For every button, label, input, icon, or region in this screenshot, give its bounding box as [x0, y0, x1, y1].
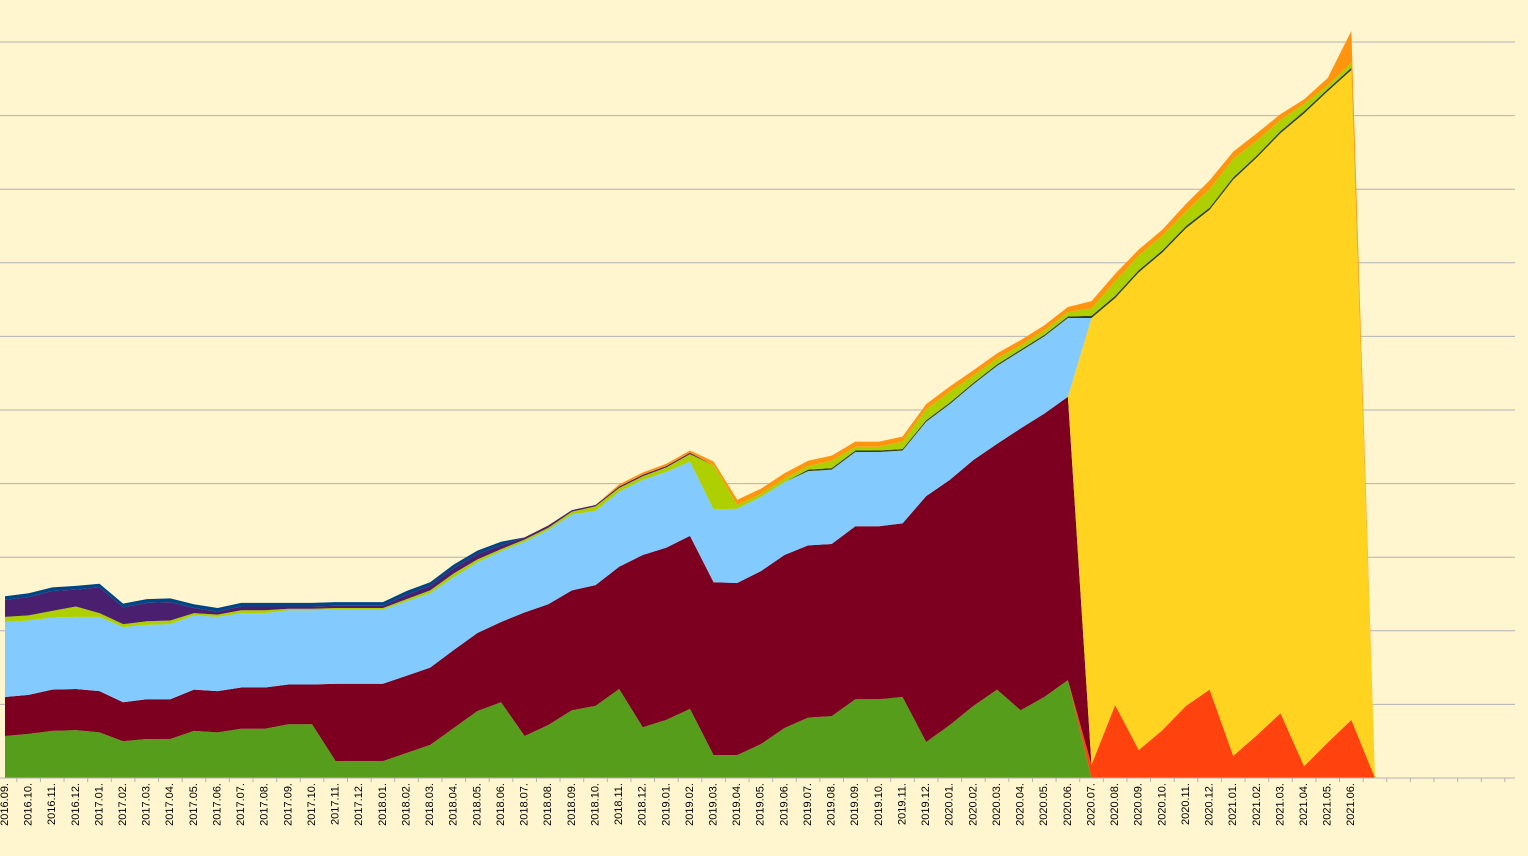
areas	[5, 30, 1375, 779]
x-tick-label: 2019.03.	[708, 783, 720, 826]
x-tick-label: 2021.05.	[1322, 783, 1334, 826]
x-tick-label: 2018.04.	[448, 783, 460, 826]
x-tick-label: 2017.02.	[117, 783, 129, 826]
x-tick-label: 2020.01.	[944, 783, 956, 826]
x-tick-label: 2021.06.	[1345, 783, 1357, 826]
x-tick-label: 2017.10.	[306, 783, 318, 826]
x-tick-label: 2018.08.	[542, 783, 554, 826]
x-tick-label: 2017.06.	[211, 783, 223, 826]
area	[5, 69, 1375, 779]
x-tick-label: 2018.06.	[495, 783, 507, 826]
x-tick-label: 2017.09.	[282, 783, 294, 826]
x-tick-label: 2020.04.	[1015, 783, 1027, 826]
x-tick-label: 2020.06.	[1062, 783, 1074, 826]
area	[5, 396, 1375, 778]
x-tick-label: 2019.11.	[896, 783, 908, 825]
x-tick-label: 2020.09.	[1133, 783, 1145, 826]
x-tick-label: 2019.08.	[826, 783, 838, 826]
x-tick-label: 2017.04.	[164, 783, 176, 826]
x-tick-label: 2020.03.	[991, 783, 1003, 826]
x-tick-label: 2021.03.	[1274, 783, 1286, 826]
x-tick-label: 2018.05.	[471, 783, 483, 826]
x-tick-label: 2020.02.	[967, 783, 979, 826]
x-tick-label: 2019.06.	[778, 783, 790, 826]
x-tick-label: 2017.12.	[353, 783, 365, 826]
x-tick-label: 2016.09.	[0, 783, 11, 826]
x-tick-label: 2020.07.	[1085, 783, 1097, 826]
x-tick-label: 2016.10.	[23, 783, 35, 826]
x-tick-label: 2018.11.	[613, 783, 625, 825]
x-tick-label: 2019.04.	[731, 783, 743, 826]
x-tick-label: 2016.11.	[46, 783, 58, 825]
x-tick-label: 2018.01.	[377, 783, 389, 826]
x-tick-label: 2018.02.	[400, 783, 412, 826]
x-tick-label: 2017.05.	[188, 783, 200, 826]
x-tick-label: 2017.08.	[259, 783, 271, 826]
x-tick-label: 2021.04.	[1298, 783, 1310, 826]
x-tick-label: 2019.05.	[755, 783, 767, 826]
x-tick-label: 2021.01.	[1227, 783, 1239, 826]
x-tick-label: 2017.07.	[235, 783, 247, 826]
x-tick-label: 2018.03.	[424, 783, 436, 826]
x-axis: 2016.09. 2016.10. 2016.11. 2016.12. 2017.01.…	[0, 777, 1515, 826]
x-tick-label: 2019.02.	[684, 783, 696, 826]
x-tick-label: 2018.10.	[589, 783, 601, 826]
x-tick-label: 2019.07.	[802, 783, 814, 826]
x-tick-label: 2017.01.	[93, 783, 105, 826]
x-tick-label: 2021.02.	[1251, 783, 1263, 826]
x-tick-label: 2019.09.	[849, 783, 861, 826]
x-tick-label: 2017.11.	[330, 783, 342, 825]
x-tick-label: 2020.11.	[1180, 783, 1192, 825]
x-tick-label: 2019.01.	[660, 783, 672, 826]
x-tick-label: 2018.09.	[566, 783, 578, 826]
x-tick-label: 2019.10.	[873, 783, 885, 826]
x-tick-label: 2020.08.	[1109, 783, 1121, 826]
area	[5, 680, 1375, 778]
x-tick-label: 2018.07.	[519, 783, 531, 826]
x-tick-label: 2020.05.	[1038, 783, 1050, 826]
x-tick-label: 2020.10.	[1156, 783, 1168, 826]
x-tick-label: 2020.12.	[1204, 783, 1216, 826]
x-tick-label: 2017.03.	[141, 783, 153, 826]
x-tick-label: 2019.12.	[920, 783, 932, 826]
x-tick-label: 2018.12.	[637, 783, 649, 826]
area	[5, 680, 1375, 778]
x-tick-label: 2016.12.	[70, 783, 82, 826]
